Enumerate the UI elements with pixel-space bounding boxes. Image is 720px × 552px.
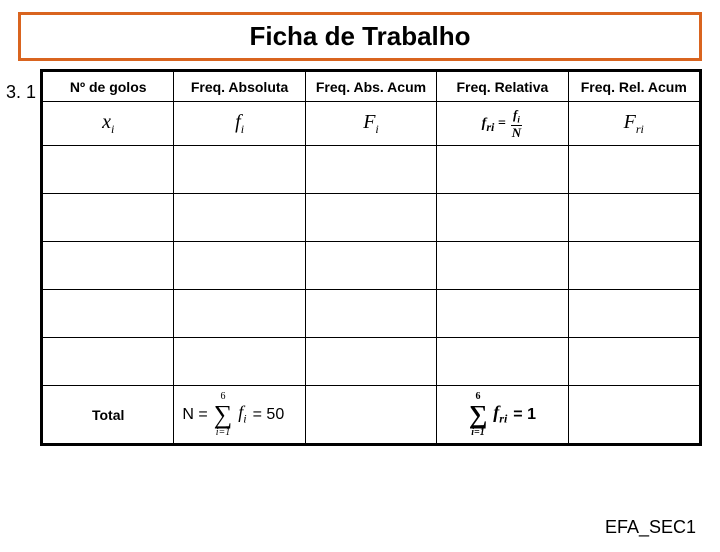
symbol-fri: fri = fiN	[437, 102, 568, 146]
page-title: Ficha de Trabalho	[249, 21, 470, 51]
table-symbol-row: xi fi Fi fri = fiN Fri	[43, 102, 700, 146]
col-header-freq-rel: Freq. Relativa	[437, 72, 568, 102]
symbol-Fi: Fi	[305, 102, 436, 146]
table-row	[43, 290, 700, 338]
table-row	[43, 338, 700, 386]
col-header-freq-abs-acum: Freq. Abs. Acum	[305, 72, 436, 102]
table-row	[43, 242, 700, 290]
title-bar: Ficha de Trabalho	[18, 12, 702, 61]
total-empty-2	[568, 386, 699, 444]
total-rel-cell: 6 ∑ i=1 fri = 1	[437, 386, 568, 444]
table-row	[43, 146, 700, 194]
col-header-xi: Nº de golos	[43, 72, 174, 102]
frequency-table: Nº de golos Freq. Absoluta Freq. Abs. Ac…	[40, 69, 702, 446]
col-header-freq-abs: Freq. Absoluta	[174, 72, 305, 102]
table-row	[43, 194, 700, 242]
section-number: 3. 1	[6, 82, 36, 103]
symbol-Fri: Fri	[568, 102, 699, 146]
total-n-cell: N = 6 ∑ i=1 fi = 50	[174, 386, 305, 444]
symbol-fi: fi	[174, 102, 305, 146]
symbol-xi: xi	[43, 102, 174, 146]
n-value: = 50	[253, 406, 285, 424]
sigma-icon: 6 ∑ i=1	[469, 392, 488, 438]
table-total-row: Total N = 6 ∑ i=1 fi = 50 6 ∑ i=1	[43, 386, 700, 444]
n-prefix: N =	[182, 406, 207, 424]
total-label: Total	[43, 386, 174, 444]
sigma-icon: 6 ∑ i=1	[214, 392, 233, 438]
footer-label: EFA_SEC1	[605, 517, 696, 538]
col-header-freq-rel-acum: Freq. Rel. Acum	[568, 72, 699, 102]
rel-value: = 1	[513, 406, 536, 424]
table-header-row: Nº de golos Freq. Absoluta Freq. Abs. Ac…	[43, 72, 700, 102]
total-empty-1	[305, 386, 436, 444]
